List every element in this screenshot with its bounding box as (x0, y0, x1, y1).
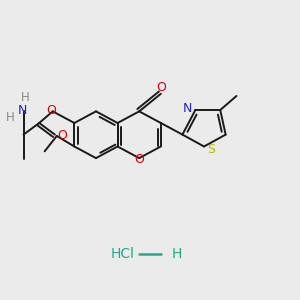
Text: N: N (183, 102, 193, 115)
Text: N: N (17, 103, 27, 116)
Text: H: H (6, 111, 14, 124)
Text: S: S (207, 143, 215, 156)
Text: H: H (21, 91, 30, 104)
Text: H: H (172, 247, 182, 261)
Text: O: O (58, 129, 68, 142)
Text: O: O (46, 103, 56, 116)
Text: O: O (134, 153, 144, 166)
Text: HCl: HCl (111, 247, 135, 261)
Text: O: O (156, 81, 166, 94)
